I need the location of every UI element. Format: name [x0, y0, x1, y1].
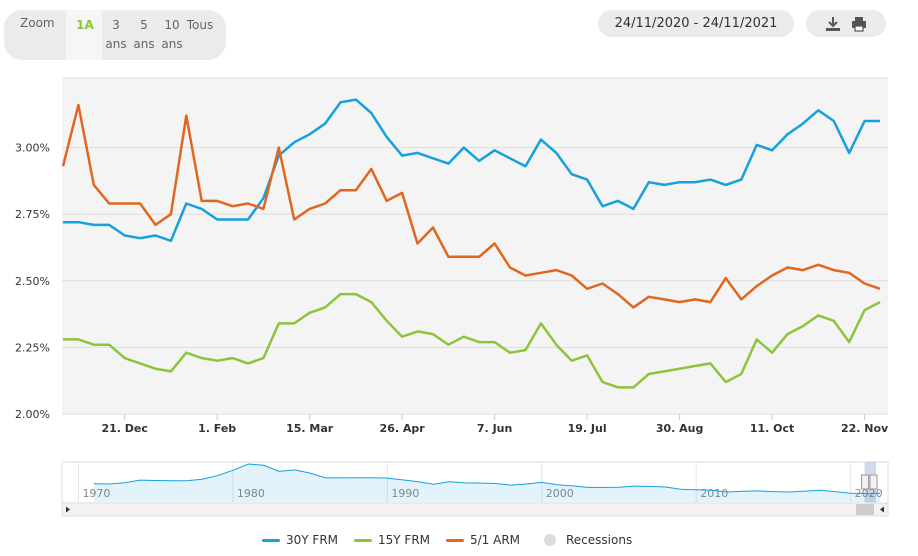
- legend-swatch-arm: [446, 539, 464, 542]
- navigator-tick-label: 1970: [82, 487, 110, 500]
- navigator-frame: [61, 461, 889, 504]
- date-range-input[interactable]: 24/11/2020 - 24/11/2021: [598, 10, 794, 37]
- range-selector: Zoom 1A 3 ans 5 ans 10 ans Tous: [4, 10, 226, 60]
- legend: 30Y FRM 15Y FRM 5/1 ARM Recessions: [0, 530, 918, 550]
- y-tick-label: 3.00%: [15, 142, 50, 155]
- scrollbar-thumb[interactable]: [856, 504, 874, 515]
- legend-label-recessions: Recessions: [566, 533, 633, 547]
- scroll-left-arrow-icon[interactable]: [66, 506, 70, 513]
- y-tick-label: 2.75%: [15, 208, 50, 221]
- range-3y-button[interactable]: 3 ans: [105, 18, 127, 51]
- plot-area: [62, 78, 888, 414]
- legend-swatch-recessions: [544, 534, 556, 546]
- x-tick-label: 21. Dec: [101, 422, 147, 435]
- print-icon[interactable]: [850, 16, 868, 32]
- y-tick-label: 2.25%: [15, 341, 50, 354]
- x-tick-label: 19. Jul: [568, 422, 607, 435]
- x-tick-label: 30. Aug: [656, 422, 704, 435]
- mortgage-rate-chart: 2.00% 2.25% 2.50% 2.75% 3.00% 21. Dec 1. Feb 1…: [15, 77, 889, 517]
- range-all-button[interactable]: Tous: [186, 18, 214, 32]
- range-5y-button[interactable]: 5 ans: [133, 18, 155, 51]
- x-tick-label: 11. Oct: [750, 422, 794, 435]
- navigator-tick-label: 1990: [391, 487, 419, 500]
- series-15y-frm[interactable]: [63, 292, 881, 389]
- scroll-right-arrow-icon[interactable]: [880, 506, 884, 513]
- x-tick-label: 7. Jun: [477, 422, 512, 435]
- x-tick-label: 26. Apr: [380, 422, 426, 435]
- series-30y-frm[interactable]: [63, 98, 880, 243]
- y-tick-label: 2.00%: [15, 408, 50, 421]
- x-tick-label: 1. Feb: [198, 422, 236, 435]
- legend-swatch-30y: [262, 539, 280, 542]
- range-1y-button[interactable]: 1A: [76, 18, 94, 32]
- navigator-tick-label: 2000: [546, 487, 574, 500]
- series-5-1-arm[interactable]: [61, 103, 881, 309]
- navigator-series-line: [93, 463, 881, 495]
- navigator-tick-label: 1980: [237, 487, 265, 500]
- zoom-label: Zoom: [20, 16, 55, 30]
- legend-swatch-15y: [354, 539, 372, 542]
- export-toolbar: [806, 10, 886, 37]
- navigator-series-area: [93, 464, 880, 502]
- download-icon[interactable]: [824, 16, 842, 32]
- range-selected-highlight: [66, 10, 102, 60]
- legend-label-30y: 30Y FRM: [286, 533, 339, 547]
- legend-label-15y: 15Y FRM: [378, 533, 431, 547]
- y-tick-label: 2.50%: [15, 275, 50, 288]
- navigator-scrollbar[interactable]: [61, 502, 889, 517]
- x-tick-label: 15. Mar: [286, 422, 334, 435]
- range-10y-button[interactable]: 10 ans: [161, 18, 183, 51]
- legend-label-arm: 5/1 ARM: [470, 533, 521, 547]
- navigator[interactable]: 197019801990200020102020: [61, 461, 889, 517]
- navigator-handle-right[interactable]: [869, 474, 878, 490]
- x-tick-label: 22. Nov: [841, 422, 889, 435]
- navigator-handle-left[interactable]: [861, 474, 870, 490]
